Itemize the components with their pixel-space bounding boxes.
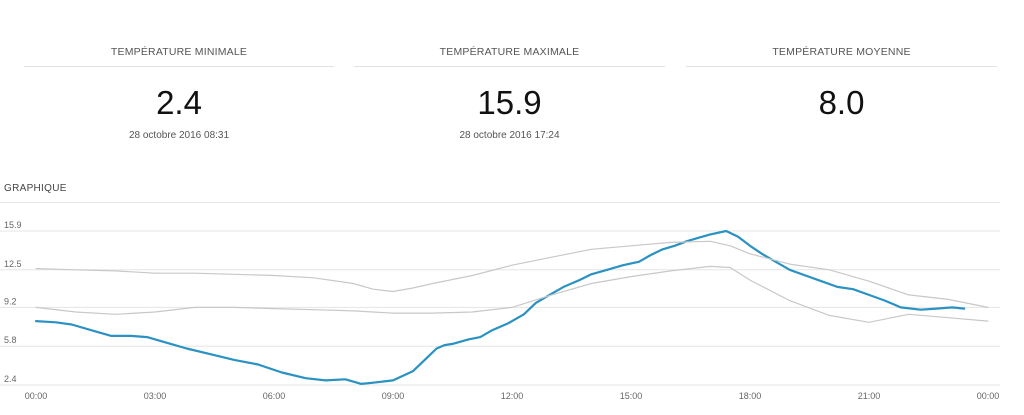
x-tick-label: 21:00 (858, 391, 881, 401)
band-lower-line (35, 265, 989, 323)
x-tick-label: 03:00 (144, 391, 167, 401)
stat-min-title: Température minimale (110, 46, 248, 58)
x-tick-label: 12:00 (501, 391, 524, 401)
stat-max-title: Température maximale (439, 46, 580, 58)
stat-avg-value: 8.0 (818, 84, 865, 121)
x-tick-label: 00:00 (977, 391, 1000, 401)
band-upper-line (35, 240, 989, 309)
stat-max-date: 28 octobre 2016 17:24 (459, 130, 560, 141)
stat-min-date: 28 octobre 2016 08:31 (128, 130, 230, 141)
y-tick-label: 5.8 (4, 335, 17, 345)
x-tick-label: 09:00 (382, 391, 405, 401)
stat-max: Température maximale 15.9 28 octobre 201… (354, 0, 665, 150)
y-tick-label: 9.2 (4, 296, 17, 306)
stat-divider (24, 66, 334, 67)
stat-min: Température minimale 2.4 28 octobre 2016… (24, 0, 334, 150)
stat-avg-title: Température moyenne (772, 46, 911, 58)
stat-max-value: 15.9 (477, 84, 542, 121)
x-tick-label: 15:00 (620, 391, 643, 401)
section-divider (0, 202, 1000, 203)
y-tick-label: 2.4 (4, 374, 17, 384)
temperature-series-line (34, 229, 966, 385)
y-tick-label: 15.9 (4, 220, 22, 230)
stat-avg: Température moyenne 8.0 (686, 0, 997, 150)
section-title: Graphique (4, 183, 67, 194)
x-tick-label: 06:00 (263, 391, 286, 401)
x-tick-label: 00:00 (25, 391, 48, 401)
stat-min-value: 2.4 (156, 84, 202, 121)
y-tick-label: 12.5 (4, 259, 22, 269)
x-tick-label: 18:00 (739, 391, 762, 401)
stat-divider (354, 66, 665, 67)
stat-divider (686, 66, 997, 67)
temperature-chart: 2.4 5.8 9.2 12.5 15.9 00:00 03:00 06:00 09:00 12:… (0, 220, 1000, 401)
